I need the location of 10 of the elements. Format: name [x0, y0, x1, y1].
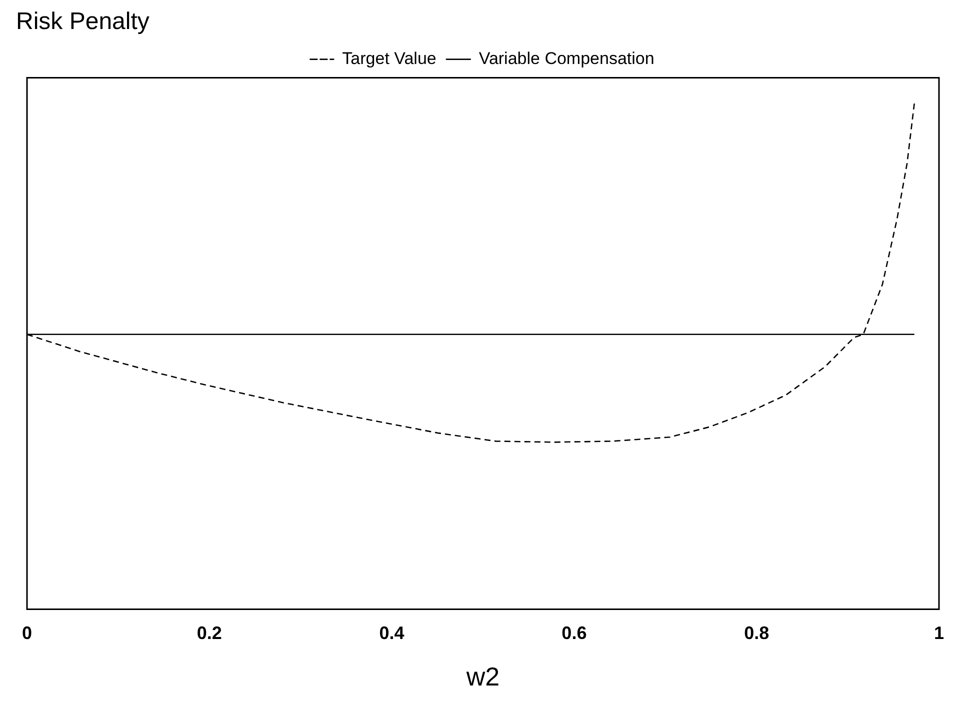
legend-label: Target Value — [342, 48, 436, 68]
x-tick-label: 0.2 — [196, 622, 222, 643]
chart-title: Risk Penalty — [16, 8, 150, 36]
x-tick-label: 0.4 — [379, 622, 404, 643]
x-tick-label: 0.6 — [562, 622, 587, 643]
x-tick-label: 1 — [934, 622, 944, 643]
x-tick-label: 0 — [22, 622, 32, 643]
x-tick-label: 0.8 — [744, 622, 770, 643]
x-axis-title: w2 — [465, 662, 500, 692]
legend-label: Variable Compensation — [478, 48, 654, 68]
